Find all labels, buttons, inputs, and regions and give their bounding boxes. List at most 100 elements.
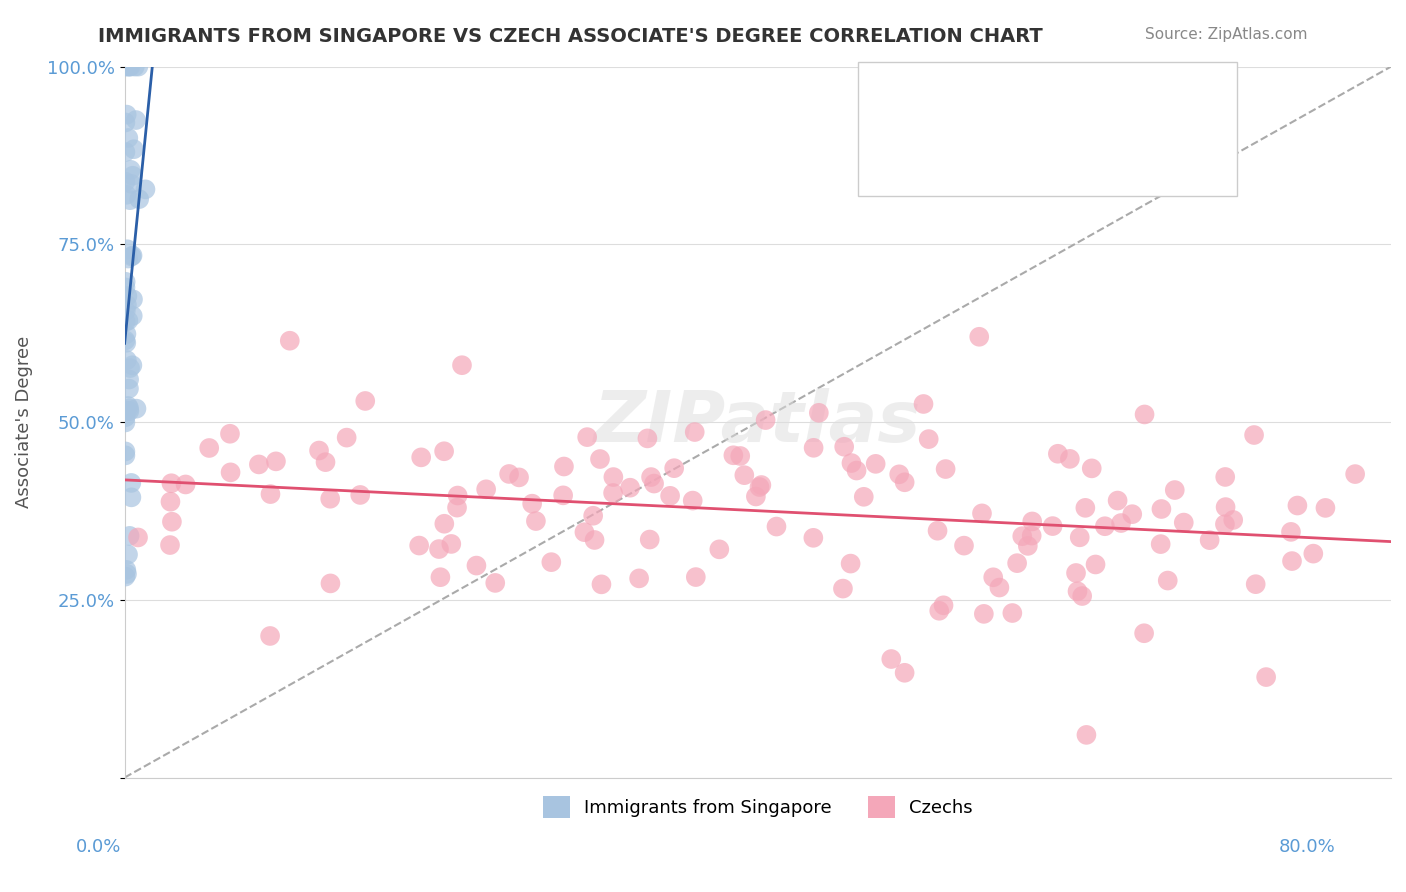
Point: [121, 169, 143, 183]
Point: [259, 629, 281, 643]
Point: [932, 599, 955, 613]
Point: [801, 531, 824, 545]
Text: N =: N =: [1097, 136, 1136, 153]
Point: [709, 542, 731, 557]
Point: [120, 475, 142, 490]
Point: [832, 440, 855, 454]
Point: [121, 248, 143, 262]
Point: [918, 432, 941, 446]
Point: [319, 491, 342, 506]
Point: [723, 448, 745, 462]
Point: [638, 533, 661, 547]
Point: [122, 142, 145, 156]
Point: [553, 459, 575, 474]
Point: [117, 242, 139, 256]
Point: [1084, 558, 1107, 572]
Point: [765, 519, 787, 533]
Point: [865, 457, 887, 471]
Point: [121, 249, 143, 263]
Point: [524, 514, 547, 528]
Text: 57: 57: [1149, 85, 1174, 103]
Point: [1164, 483, 1187, 497]
Point: [115, 298, 138, 312]
Point: [125, 401, 148, 416]
Point: [748, 480, 770, 494]
Point: [733, 468, 755, 483]
Point: [1021, 515, 1043, 529]
Point: [576, 430, 599, 444]
Text: 0.084: 0.084: [1002, 85, 1066, 103]
Point: [411, 450, 433, 465]
Point: [114, 145, 136, 159]
Point: [583, 533, 606, 547]
Point: [988, 581, 1011, 595]
Point: [114, 569, 136, 583]
Point: [247, 458, 270, 472]
Point: [1133, 626, 1156, 640]
Point: [912, 397, 935, 411]
Point: [159, 494, 181, 508]
Point: [981, 570, 1004, 584]
Point: [114, 315, 136, 329]
Y-axis label: Associate's Degree: Associate's Degree: [15, 336, 32, 508]
Point: [619, 481, 641, 495]
Point: [1042, 519, 1064, 533]
Point: [1198, 533, 1220, 548]
Point: [114, 115, 136, 129]
Point: [114, 275, 136, 289]
Point: [120, 162, 142, 177]
Point: [134, 182, 156, 196]
Point: [553, 488, 575, 502]
Point: [893, 665, 915, 680]
Point: [447, 489, 470, 503]
Point: [1213, 470, 1236, 484]
Point: [970, 507, 993, 521]
Point: [118, 193, 141, 207]
Point: [114, 280, 136, 294]
Point: [118, 372, 141, 386]
Point: [508, 470, 530, 484]
Point: [308, 443, 330, 458]
Point: [319, 576, 342, 591]
Point: [1213, 517, 1236, 532]
Point: [349, 488, 371, 502]
Point: [1107, 493, 1129, 508]
Point: [973, 607, 995, 621]
Point: [628, 571, 651, 585]
Point: [1215, 500, 1237, 514]
Point: [889, 467, 911, 482]
Point: [803, 441, 825, 455]
Text: IMMIGRANTS FROM SINGAPORE VS CZECH ASSOCIATE'S DEGREE CORRELATION CHART: IMMIGRANTS FROM SINGAPORE VS CZECH ASSOC…: [98, 27, 1043, 45]
Point: [122, 293, 145, 307]
Point: [841, 456, 863, 470]
Point: [751, 478, 773, 492]
Point: [845, 464, 868, 478]
Point: [219, 466, 242, 480]
Point: [1302, 547, 1324, 561]
Point: [118, 529, 141, 543]
Point: [440, 537, 463, 551]
Point: [433, 444, 456, 458]
Text: R =: R =: [942, 136, 981, 153]
Point: [591, 577, 613, 591]
Point: [127, 60, 149, 74]
Point: [1281, 554, 1303, 568]
Point: [893, 475, 915, 490]
Point: [852, 490, 875, 504]
Point: [1005, 556, 1028, 570]
Point: [1059, 451, 1081, 466]
Point: [117, 313, 139, 327]
Point: [114, 448, 136, 462]
Point: [259, 487, 281, 501]
Point: [117, 131, 139, 145]
Point: [427, 542, 450, 557]
Text: Source: ZipAtlas.com: Source: ZipAtlas.com: [1144, 27, 1308, 42]
Point: [662, 461, 685, 475]
Text: 137: 137: [1149, 136, 1187, 153]
Point: [198, 441, 221, 455]
Point: [1157, 574, 1180, 588]
Point: [1315, 500, 1337, 515]
Point: [683, 425, 706, 439]
Point: [498, 467, 520, 481]
Point: [1222, 513, 1244, 527]
